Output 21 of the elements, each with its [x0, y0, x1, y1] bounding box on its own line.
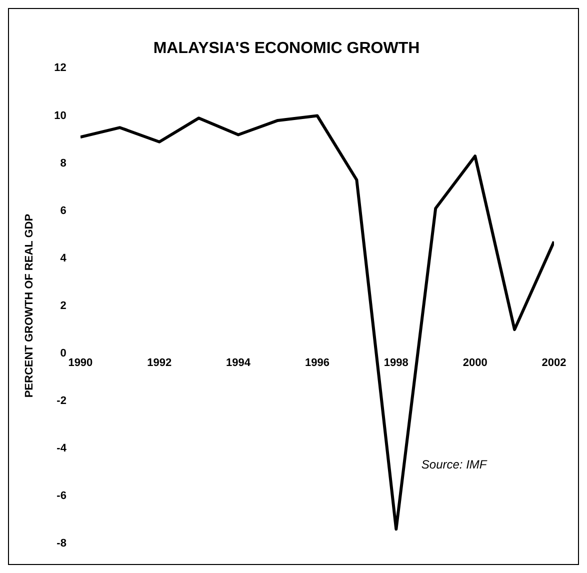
chart-title: MALAYSIA'S ECONOMIC GROWTH [153, 40, 420, 58]
y-tick-label: 2 [60, 300, 66, 312]
x-tick-label: 1992 [147, 356, 172, 369]
x-tick-label: 2002 [542, 356, 566, 369]
x-tick-label: 1996 [304, 356, 330, 369]
y-tick-label: 0 [60, 347, 66, 360]
y-tick-label: 10 [54, 110, 66, 122]
x-tick-label: 1994 [226, 356, 252, 369]
x-tick-label: 1998 [384, 356, 408, 369]
y-tick-label: 6 [60, 204, 66, 217]
y-tick-label: -4 [56, 442, 68, 454]
y-tick-label: -8 [56, 537, 66, 550]
y-axis-title: PERCENT GROWTH OF REAL GDP [24, 214, 36, 398]
y-tick-label: 4 [60, 252, 68, 264]
annotation: Source: IMF [421, 457, 488, 472]
y-tick-label: -2 [56, 394, 66, 407]
y-tick-label: 12 [54, 62, 66, 74]
x-tick-label: 2000 [462, 356, 488, 369]
x-tick-label: 1990 [68, 356, 93, 369]
y-tick-label: 8 [60, 157, 66, 170]
y-tick-label: -6 [56, 490, 66, 502]
